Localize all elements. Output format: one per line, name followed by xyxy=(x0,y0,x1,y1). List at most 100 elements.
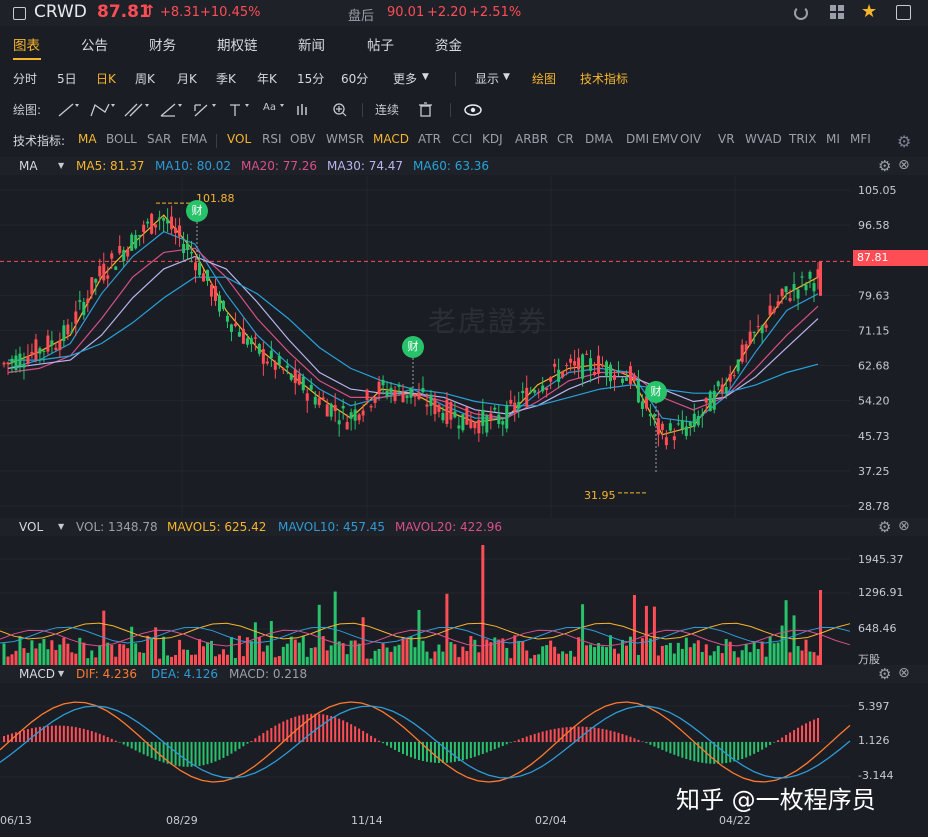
window-icon[interactable] xyxy=(13,7,26,20)
favorite-star-icon[interactable]: ★ xyxy=(861,1,878,22)
candle-body xyxy=(114,266,118,270)
caret-down-icon[interactable]: ▼ xyxy=(58,669,65,678)
indicator-kdj[interactable]: KDJ xyxy=(482,132,503,146)
tab-posts[interactable]: 帖子 xyxy=(367,38,394,54)
volume-bar xyxy=(405,637,409,665)
text-size-tool[interactable]: Aa xyxy=(263,102,276,113)
settings-gear-icon[interactable]: ⚙ xyxy=(878,665,892,683)
period-daily[interactable]: 日K xyxy=(96,72,116,86)
macd-bar xyxy=(322,714,325,742)
indicator-rsi[interactable]: RSI xyxy=(262,132,282,146)
macd-bar xyxy=(42,726,45,742)
indicator-sar[interactable]: SAR xyxy=(147,132,172,146)
indicator-wvad[interactable]: WVAD xyxy=(745,132,782,146)
tab-financials[interactable]: 财务 xyxy=(149,38,176,54)
period-60min[interactable]: 60分 xyxy=(341,72,369,86)
volume-bar xyxy=(712,651,716,665)
ma-panel-header: MA ▼ MA5: 81.37 MA10: 80.02 MA20: 77.26 … xyxy=(0,157,928,175)
candle-body xyxy=(309,384,313,390)
period-5day[interactable]: 5日 xyxy=(57,72,77,86)
draw-button[interactable]: 绘图 xyxy=(532,72,557,86)
indicator-mfi[interactable]: MFI xyxy=(850,132,871,146)
volume-bar xyxy=(812,652,816,665)
indicator-mi[interactable]: MI xyxy=(826,132,840,146)
candle-body xyxy=(716,381,720,387)
volume-chart[interactable] xyxy=(0,537,928,665)
volume-bar xyxy=(509,658,513,665)
candle-body xyxy=(94,279,98,283)
macd-bar xyxy=(517,739,520,742)
settings-gear-icon[interactable]: ⚙ xyxy=(878,157,892,175)
indicator-wmsr[interactable]: WMSR xyxy=(326,132,365,146)
period-monthly[interactable]: 月K xyxy=(177,72,197,86)
tech-indicator-button[interactable]: 技术指标 xyxy=(580,72,629,86)
volume-bar xyxy=(704,644,708,665)
volume-bar xyxy=(692,643,696,665)
tab-chart[interactable]: 图表 xyxy=(13,38,40,54)
tab-funds[interactable]: 资金 xyxy=(435,38,462,54)
period-15min[interactable]: 15分 xyxy=(297,72,325,86)
macd-bar xyxy=(130,742,133,749)
indicator-emv[interactable]: EMV xyxy=(652,132,679,146)
indicator-cci[interactable]: CCI xyxy=(452,132,473,146)
close-icon[interactable]: ⊗ xyxy=(898,518,910,534)
macd-bar xyxy=(214,742,217,762)
caret-down-icon[interactable]: ▼ xyxy=(58,161,65,170)
period-weekly[interactable]: 周K xyxy=(135,72,155,86)
price-chart[interactable]: 105.05 96.58 79.63 71.15 62.68 54.20 45.73 37.2… xyxy=(0,176,928,518)
candle-body xyxy=(748,331,752,345)
grid-icon[interactable] xyxy=(830,5,844,19)
indicator-atr[interactable]: ATR xyxy=(418,132,441,146)
tab-announcements[interactable]: 公告 xyxy=(81,38,108,54)
macd-bar xyxy=(282,721,285,742)
period-intraday[interactable]: 分时 xyxy=(13,72,38,86)
indicator-vr[interactable]: VR xyxy=(718,132,735,146)
indicator-cr[interactable]: CR xyxy=(557,132,574,146)
settings-gear-icon[interactable]: ⚙ xyxy=(878,518,892,536)
macd-bar xyxy=(198,742,201,766)
ma-selector[interactable]: MA xyxy=(19,159,38,173)
indicator-dmi[interactable]: DMI xyxy=(626,132,650,146)
macd-bar xyxy=(597,728,600,742)
macd-chart[interactable] xyxy=(0,684,928,810)
candle-body xyxy=(313,396,317,405)
indicator-ma[interactable]: MA xyxy=(78,132,97,146)
macd-bar xyxy=(66,726,69,742)
earnings-marker[interactable]: 财 xyxy=(402,336,424,358)
macd-bar xyxy=(425,742,428,762)
display-menu[interactable]: 显示 xyxy=(475,72,500,86)
close-icon[interactable]: ⊗ xyxy=(898,157,910,173)
candle-body xyxy=(601,364,605,367)
earnings-marker[interactable]: 财 xyxy=(186,200,208,222)
caret-down-icon[interactable]: ▼ xyxy=(58,522,65,531)
period-yearly[interactable]: 年K xyxy=(257,72,277,86)
panel-toggle-icon[interactable] xyxy=(896,5,911,20)
macd-selector[interactable]: MACD xyxy=(19,667,55,681)
indicator-dma[interactable]: DMA xyxy=(585,132,613,146)
indicator-trix[interactable]: TRIX xyxy=(789,132,817,146)
indicator-obv[interactable]: OBV xyxy=(290,132,316,146)
candle-body xyxy=(198,262,202,276)
continuous-toggle[interactable]: 连续 xyxy=(375,103,400,117)
indicator-oiv[interactable]: OIV xyxy=(680,132,702,146)
macd-bar xyxy=(118,742,121,743)
close-icon[interactable]: ⊗ xyxy=(898,665,910,681)
indicator-ema[interactable]: EMA xyxy=(181,132,208,146)
tab-options[interactable]: 期权链 xyxy=(217,38,258,54)
refresh-icon[interactable] xyxy=(794,6,808,20)
volume-bar xyxy=(170,656,174,665)
indicator-vol[interactable]: VOL xyxy=(227,132,252,146)
settings-gear-icon[interactable]: ⚙ xyxy=(897,132,912,151)
active-tab-indicator xyxy=(13,58,41,60)
period-more[interactable]: 更多 xyxy=(393,72,418,86)
macd-axis-low: -3.144 xyxy=(858,769,894,782)
indicator-boll[interactable]: BOLL xyxy=(106,132,137,146)
period-quarterly[interactable]: 季K xyxy=(216,72,236,86)
candle-body xyxy=(736,359,740,372)
tab-news[interactable]: 新闻 xyxy=(298,38,325,54)
indicator-arbr[interactable]: ARBR xyxy=(515,132,549,146)
indicator-macd[interactable]: MACD xyxy=(373,132,409,146)
vol-selector[interactable]: VOL xyxy=(19,520,44,534)
earnings-marker[interactable]: 财 xyxy=(645,381,667,403)
macd-bar xyxy=(769,742,772,746)
